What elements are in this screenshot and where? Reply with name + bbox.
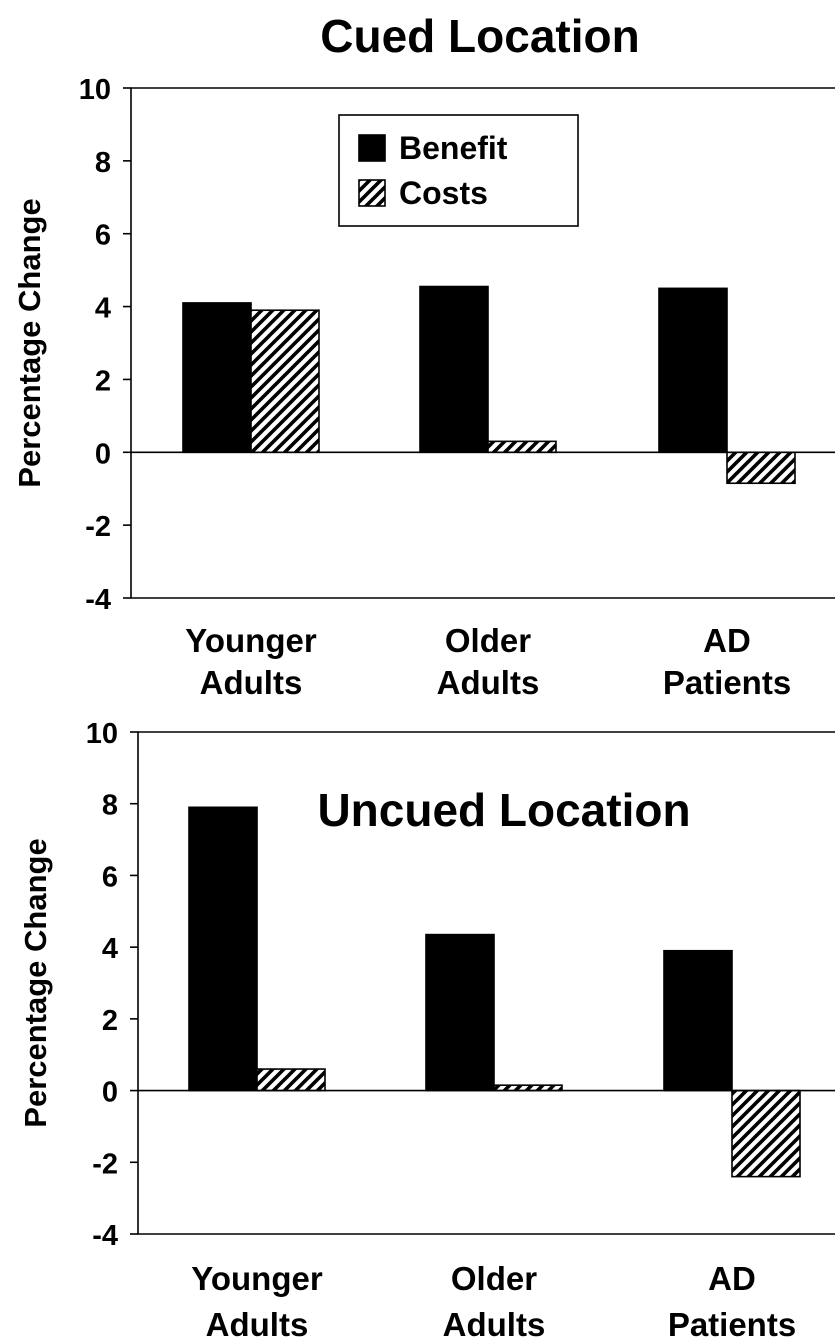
category-label-line2: Patients [663, 664, 791, 701]
y-tick-label: 6 [95, 220, 111, 252]
costs-bar [731, 1089, 801, 1178]
y-tick-label: 0 [95, 438, 111, 470]
y-axis-title: Percentage Change [12, 198, 47, 487]
plot-frame [137, 731, 835, 1235]
category-label-line1: Younger [185, 622, 317, 659]
y-tick-label: 2 [102, 1005, 118, 1037]
legend-box [338, 114, 579, 227]
y-tick-label: -4 [92, 1220, 118, 1252]
category-label-line1: AD [703, 622, 751, 659]
legend-label-costs: Costs [399, 175, 488, 211]
legend-swatch-benefit [358, 134, 386, 162]
y-tick-label: 10 [86, 718, 118, 750]
category-label-line1: Older [445, 622, 531, 659]
y-tick-label: 8 [95, 147, 111, 179]
category-label-line2: Adults [437, 664, 540, 701]
costs-bar [250, 309, 320, 454]
category-label-line1: Younger [191, 1260, 323, 1297]
costs-bar [726, 451, 796, 485]
y-tick-label: -4 [85, 584, 111, 616]
category-label-line2: Adults [206, 1306, 309, 1343]
benefit-bar [658, 287, 728, 454]
benefit-bar [188, 806, 258, 1092]
benefit-bar [663, 949, 733, 1092]
y-tick-label: -2 [92, 1148, 118, 1180]
y-tick-label: 4 [102, 933, 118, 965]
benefit-bar [419, 285, 489, 454]
uncued-location-chart: 10 8 6 4 2 0 -2 -4 Younger Adults Older Adults AD Pat… [18, 718, 835, 1343]
costs-bar [487, 440, 557, 454]
benefit-bar [182, 302, 252, 454]
costs-bar [493, 1084, 563, 1092]
category-label-line1: AD [708, 1260, 756, 1297]
y-tick-label: 10 [79, 74, 111, 106]
y-axis-title: Percentage Change [18, 838, 53, 1127]
category-label-line1: Older [451, 1260, 537, 1297]
legend: Benefit Costs [338, 114, 579, 227]
y-tick-label: 2 [95, 365, 111, 397]
legend-label-benefit: Benefit [399, 130, 508, 166]
chart-title: Uncued Location [317, 784, 690, 836]
category-label-line2: Patients [668, 1306, 796, 1343]
plot-frame [130, 87, 835, 599]
category-label-line2: Adults [200, 664, 303, 701]
y-tick-label: 8 [102, 790, 118, 822]
benefit-bar [425, 933, 495, 1092]
y-tick-label: 0 [102, 1077, 118, 1109]
costs-bar [256, 1068, 326, 1092]
legend-swatch-costs [358, 179, 386, 207]
category-label-line2: Adults [443, 1306, 546, 1343]
y-tick-label: 4 [95, 293, 111, 325]
y-tick-label: -2 [85, 511, 111, 543]
y-tick-label: 6 [102, 861, 118, 893]
cued-location-chart: 10 8 6 4 2 0 -2 -4 Younger Adults Older Adults AD Pat… [12, 10, 835, 701]
chart-title: Cued Location [320, 10, 639, 62]
